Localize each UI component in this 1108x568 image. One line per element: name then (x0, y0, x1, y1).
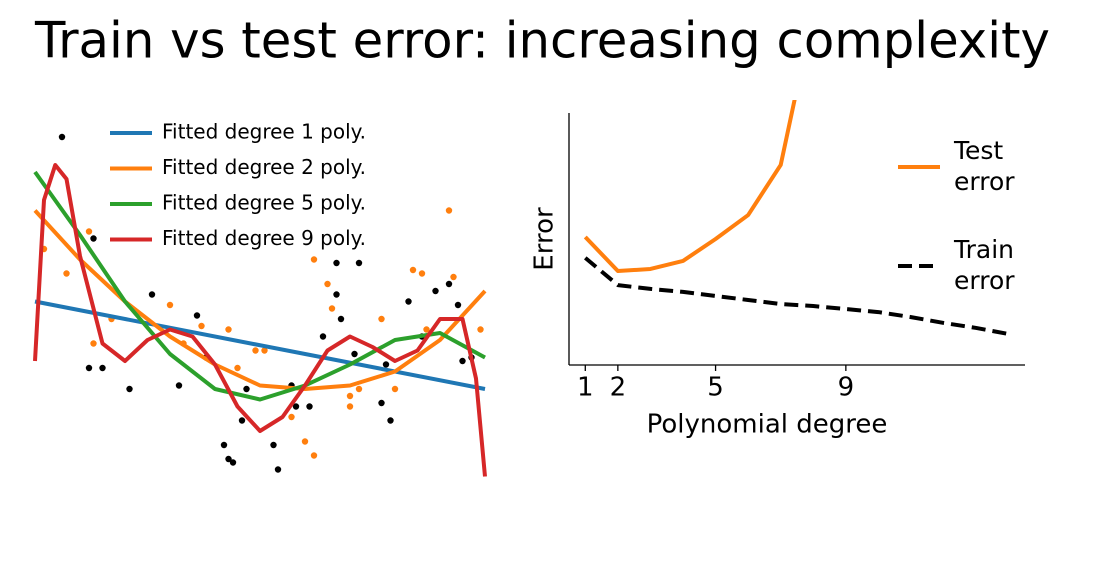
series-line (34, 299, 486, 391)
data-point (274, 466, 282, 473)
data-point (288, 413, 295, 421)
legend-label: Fitted degree 5 poly. (162, 191, 366, 215)
legend-label: Test error (954, 136, 1015, 196)
data-point (225, 455, 232, 463)
data-point (63, 270, 70, 277)
data-point (355, 385, 363, 393)
data-point (445, 280, 453, 288)
data-point (391, 385, 399, 393)
data-point (333, 259, 340, 267)
data-point (243, 385, 250, 393)
data-point (301, 438, 309, 445)
data-point (432, 287, 439, 295)
data-point (90, 235, 97, 242)
data-point (324, 280, 331, 288)
data-point (346, 392, 354, 400)
data-point (310, 452, 318, 459)
series-line (584, 256, 1010, 336)
data-point (166, 301, 174, 309)
data-point (126, 385, 133, 393)
data-point (459, 357, 466, 365)
data-point (378, 315, 385, 323)
data-point (229, 459, 237, 466)
series-line (33, 170, 486, 402)
data-point (261, 347, 268, 354)
data-point (450, 273, 457, 281)
x-tick-label: 9 (838, 373, 855, 403)
data-point (346, 403, 354, 410)
data-point (99, 364, 106, 372)
data-point (270, 441, 277, 449)
data-point (90, 340, 97, 347)
data-point (238, 417, 246, 424)
x-axis-label: Polynomial degree (647, 410, 888, 440)
data-point (378, 399, 385, 407)
data-point (328, 305, 336, 312)
data-point (477, 326, 484, 333)
y-axis-label: Error (530, 207, 560, 271)
data-point (333, 291, 340, 298)
data-point (85, 228, 93, 235)
data-point (175, 382, 183, 389)
data-point (405, 298, 412, 305)
data-point (454, 301, 462, 309)
data-point (382, 361, 390, 368)
data-point (423, 326, 430, 333)
data-point (409, 266, 417, 274)
data-point (85, 364, 93, 372)
x-tick-label: 1 (577, 373, 594, 403)
series-line (33, 163, 487, 477)
legend-label: Fitted degree 1 poly. (162, 120, 366, 144)
legend-label: Fitted degree 2 poly. (162, 155, 366, 179)
plot-area (583, 100, 1010, 336)
data-point (351, 350, 358, 358)
data-point (445, 207, 453, 214)
data-point (58, 133, 66, 141)
data-point (310, 256, 318, 263)
data-point (234, 364, 241, 372)
data-point (306, 403, 313, 410)
data-point (387, 417, 394, 424)
data-point (252, 347, 259, 354)
data-point (355, 259, 363, 267)
data-point (292, 403, 300, 410)
slide-title: Train vs test error: increasing complexi… (34, 12, 1050, 70)
x-tick-label: 5 (707, 373, 724, 403)
data-point (220, 441, 228, 449)
data-point (148, 291, 156, 298)
data-point (319, 333, 327, 340)
data-point (418, 270, 426, 277)
x-tick-label: 2 (610, 373, 627, 403)
data-point (198, 322, 205, 330)
legend-label: Train error (954, 235, 1015, 295)
series-line (583, 100, 797, 274)
series-line (33, 209, 487, 391)
data-point (225, 326, 232, 333)
data-point (193, 312, 201, 319)
data-point (337, 315, 345, 323)
legend-label: Fitted degree 9 poly. (162, 226, 366, 250)
